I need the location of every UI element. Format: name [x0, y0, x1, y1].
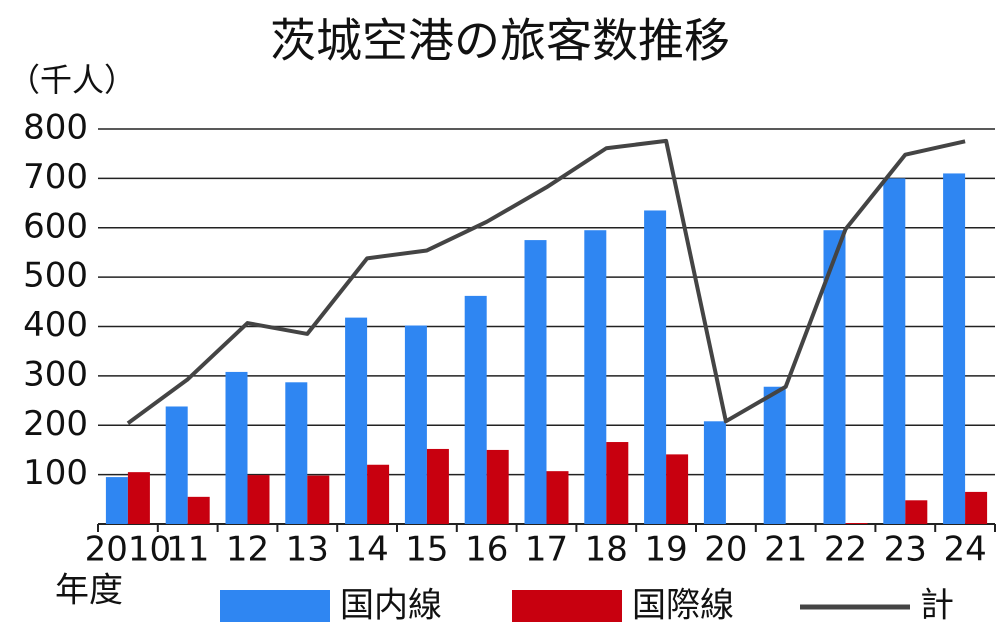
y-tick-label: 800 — [23, 108, 88, 148]
bar — [127, 472, 150, 524]
x-tick-label: 23 — [884, 530, 927, 570]
bar — [105, 477, 128, 524]
y-tick-label: 400 — [23, 305, 88, 345]
bar — [367, 464, 390, 524]
bar — [584, 230, 607, 524]
x-tick-label: 20 — [704, 530, 747, 570]
x-tick-label: 18 — [585, 530, 628, 570]
bar — [644, 210, 667, 524]
bar — [187, 496, 210, 524]
bar — [486, 449, 509, 524]
legend-swatch — [220, 590, 330, 622]
bar — [524, 240, 547, 524]
x-tick-label: 2010 — [85, 530, 172, 570]
x-tick-label: 24 — [943, 530, 986, 570]
bar — [965, 491, 988, 524]
x-tick-label: 14 — [345, 530, 388, 570]
legend-label: 計 — [920, 586, 954, 626]
y-tick-label: 700 — [23, 157, 88, 197]
bar — [165, 406, 188, 524]
bar — [606, 442, 629, 524]
x-tick-label: 15 — [405, 530, 448, 570]
bar — [823, 230, 846, 524]
bar — [546, 471, 569, 524]
legend-swatch — [512, 590, 622, 622]
x-tick-label: 19 — [644, 530, 687, 570]
legend-label: 国際線 — [632, 586, 734, 626]
x-tick-label: 11 — [166, 530, 209, 570]
bar — [464, 295, 487, 524]
bar — [345, 317, 368, 524]
bar — [225, 371, 248, 524]
bar — [404, 325, 427, 524]
legend-label: 国内線 — [340, 586, 442, 626]
x-tick-label: 21 — [764, 530, 807, 570]
bar — [845, 523, 868, 524]
bar — [666, 454, 689, 524]
y-tick-label: 100 — [23, 453, 88, 493]
bar — [943, 173, 966, 524]
bar — [426, 448, 449, 524]
bar — [703, 421, 726, 524]
chart-title: 茨城空港の旅客数推移 — [270, 14, 730, 68]
y-tick-label: 500 — [23, 256, 88, 296]
y-tick-label: 200 — [23, 404, 88, 444]
bar — [307, 475, 330, 524]
x-tick-label: 22 — [824, 530, 867, 570]
y-tick-label: 600 — [23, 206, 88, 246]
x-tick-label: 17 — [525, 530, 568, 570]
bar — [285, 382, 308, 524]
x-tick-label: 16 — [465, 530, 508, 570]
bar — [763, 386, 786, 524]
bar — [905, 500, 928, 524]
unit-label: （千人） — [8, 61, 136, 99]
bar — [247, 475, 270, 524]
x-tick-label: 12 — [226, 530, 269, 570]
bar — [883, 178, 906, 524]
total-line — [126, 138, 966, 425]
y-tick-label: 300 — [23, 354, 88, 394]
x-axis-label: 年度 — [55, 571, 123, 611]
x-tick-label: 13 — [286, 530, 329, 570]
